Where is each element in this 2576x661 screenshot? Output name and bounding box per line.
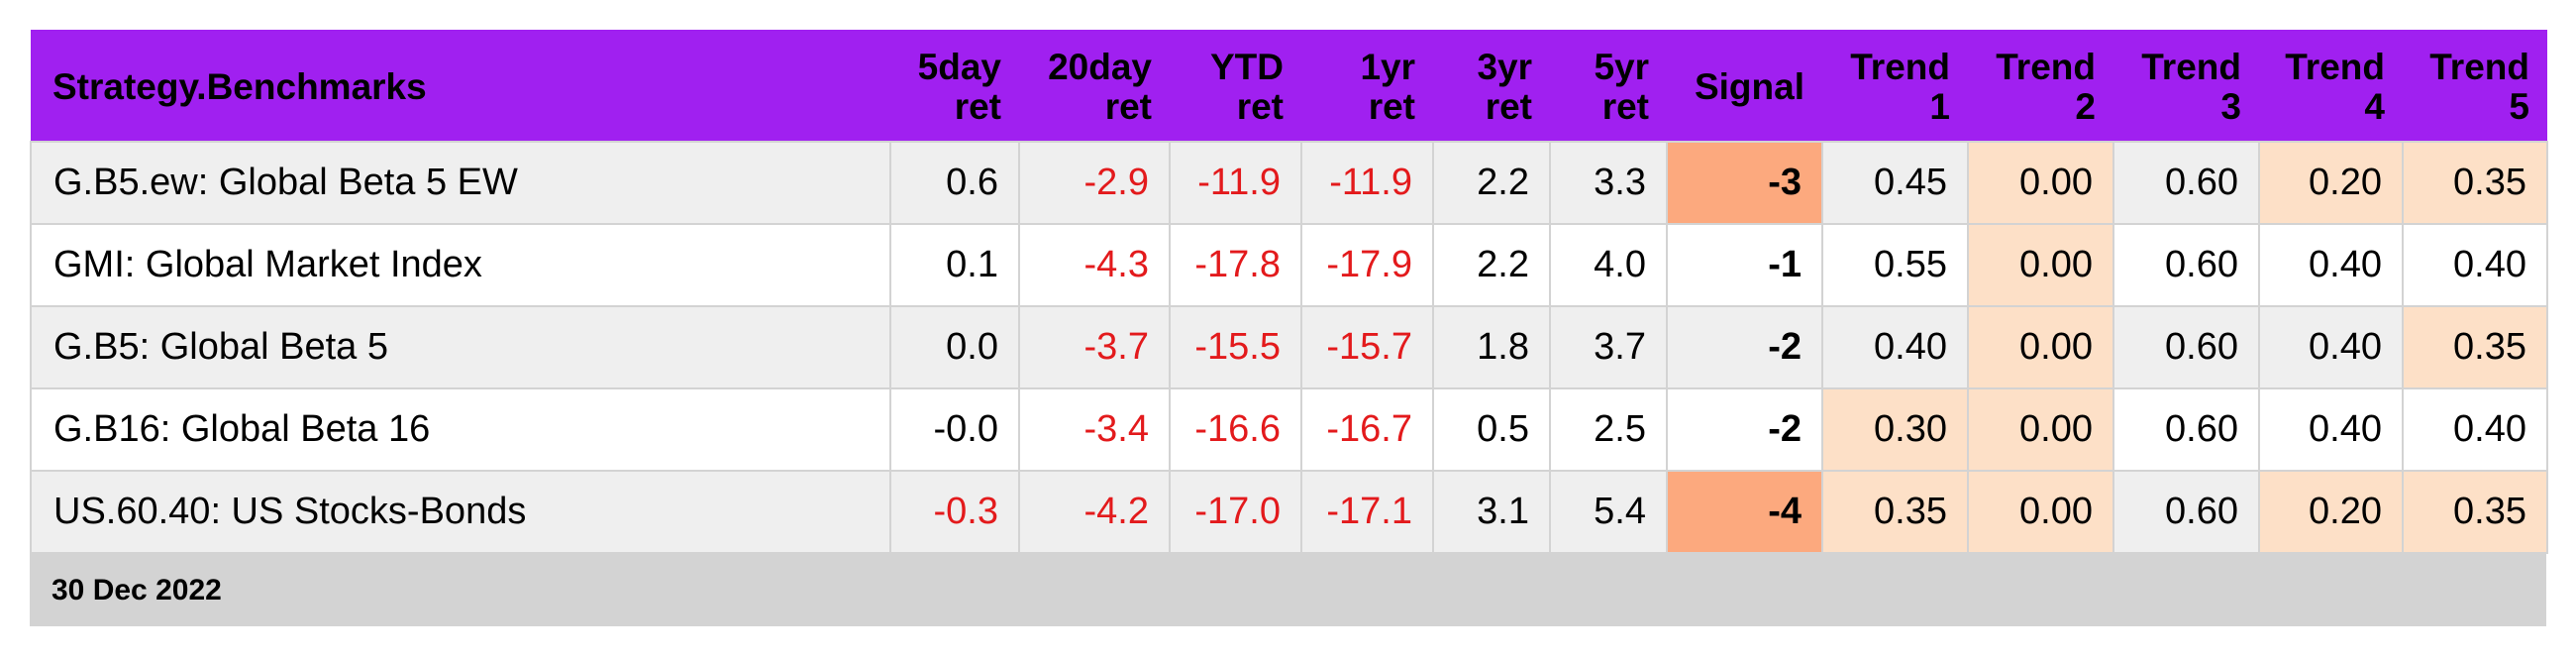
table-row: G.B5: Global Beta 5 0.0 -3.7 -15.5 -15.7…	[30, 305, 2548, 389]
cell-trend-3: 0.60	[2112, 470, 2260, 554]
cell-trend-2: 0.00	[1967, 141, 2114, 225]
benchmarks-table-container: Strategy.Benchmarks 5day ret 20day ret YTD…	[30, 30, 2548, 626]
cell-signal: -1	[1666, 223, 1823, 307]
header-row: Strategy.Benchmarks 5day ret 20day ret YTD…	[31, 30, 2547, 142]
header-5day-ret: 5day ret	[890, 30, 1019, 142]
row-name: G.B5.ew: Global Beta 5 EW	[30, 141, 891, 225]
cell-trend-5: 0.40	[2402, 387, 2548, 472]
cell-5day: -0.0	[889, 387, 1020, 472]
header-trend-2: Trend 2	[1968, 30, 2113, 142]
cell-20day: -2.9	[1018, 141, 1171, 225]
row-name: GMI: Global Market Index	[30, 223, 891, 307]
table-row: G.B16: Global Beta 16 -0.0 -3.4 -16.6 -1…	[30, 387, 2548, 472]
row-name: G.B16: Global Beta 16	[30, 387, 891, 472]
header-trend-4: Trend 4	[2259, 30, 2403, 142]
cell-trend-5: 0.40	[2402, 223, 2548, 307]
cell-1yr: -17.1	[1300, 470, 1434, 554]
cell-trend-3: 0.60	[2112, 141, 2260, 225]
header-1yr-ret: 1yr ret	[1301, 30, 1433, 142]
cell-trend-1: 0.45	[1821, 141, 1969, 225]
cell-20day: -4.2	[1018, 470, 1171, 554]
cell-ytd: -15.5	[1169, 305, 1302, 389]
cell-trend-1: 0.40	[1821, 305, 1969, 389]
header-ytd-ret: YTD ret	[1170, 30, 1301, 142]
cell-ytd: -16.6	[1169, 387, 1302, 472]
cell-signal: -4	[1666, 470, 1823, 554]
cell-3yr: 2.2	[1432, 223, 1551, 307]
cell-trend-1: 0.55	[1821, 223, 1969, 307]
cell-20day: -3.7	[1018, 305, 1171, 389]
cell-5yr: 3.3	[1549, 141, 1668, 225]
header-20day-ret: 20day ret	[1019, 30, 1170, 142]
cell-5day: 0.0	[889, 305, 1020, 389]
cell-trend-1: 0.35	[1821, 470, 1969, 554]
cell-trend-4: 0.40	[2258, 387, 2404, 472]
cell-20day: -3.4	[1018, 387, 1171, 472]
cell-trend-5: 0.35	[2402, 305, 2548, 389]
cell-signal: -2	[1666, 305, 1823, 389]
header-3yr-ret: 3yr ret	[1433, 30, 1550, 142]
cell-1yr: -17.9	[1300, 223, 1434, 307]
cell-1yr: -16.7	[1300, 387, 1434, 472]
cell-trend-1: 0.30	[1821, 387, 1969, 472]
cell-3yr: 3.1	[1432, 470, 1551, 554]
cell-trend-3: 0.60	[2112, 223, 2260, 307]
cell-trend-5: 0.35	[2402, 141, 2548, 225]
cell-20day: -4.3	[1018, 223, 1171, 307]
table-row: GMI: Global Market Index 0.1 -4.3 -17.8 …	[30, 223, 2548, 307]
cell-3yr: 0.5	[1432, 387, 1551, 472]
table-row: G.B5.ew: Global Beta 5 EW 0.6 -2.9 -11.9…	[30, 141, 2548, 225]
cell-ytd: -11.9	[1169, 141, 1302, 225]
cell-1yr: -15.7	[1300, 305, 1434, 389]
cell-trend-2: 0.00	[1967, 470, 2114, 554]
cell-3yr: 1.8	[1432, 305, 1551, 389]
cell-trend-2: 0.00	[1967, 305, 2114, 389]
cell-5day: 0.1	[889, 223, 1020, 307]
row-name: US.60.40: US Stocks-Bonds	[30, 470, 891, 554]
cell-5yr: 3.7	[1549, 305, 1668, 389]
cell-trend-5: 0.35	[2402, 470, 2548, 554]
table-footer-date: 30 Dec 2022	[30, 554, 2546, 626]
benchmarks-table: Strategy.Benchmarks 5day ret 20day ret YTD…	[30, 30, 2548, 554]
table-row: US.60.40: US Stocks-Bonds -0.3 -4.2 -17.…	[30, 470, 2548, 554]
header-trend-5: Trend 5	[2403, 30, 2547, 142]
cell-trend-4: 0.20	[2258, 470, 2404, 554]
cell-1yr: -11.9	[1300, 141, 1434, 225]
cell-ytd: -17.8	[1169, 223, 1302, 307]
cell-5yr: 4.0	[1549, 223, 1668, 307]
header-strategy: Strategy.Benchmarks	[31, 30, 890, 142]
cell-5yr: 2.5	[1549, 387, 1668, 472]
cell-3yr: 2.2	[1432, 141, 1551, 225]
cell-trend-2: 0.00	[1967, 387, 2114, 472]
cell-ytd: -17.0	[1169, 470, 1302, 554]
cell-trend-4: 0.40	[2258, 223, 2404, 307]
header-trend-1: Trend 1	[1822, 30, 1968, 142]
cell-5yr: 5.4	[1549, 470, 1668, 554]
cell-signal: -2	[1666, 387, 1823, 472]
header-trend-3: Trend 3	[2113, 30, 2259, 142]
cell-5day: -0.3	[889, 470, 1020, 554]
cell-trend-3: 0.60	[2112, 305, 2260, 389]
cell-trend-2: 0.00	[1967, 223, 2114, 307]
cell-trend-4: 0.20	[2258, 141, 2404, 225]
header-5yr-ret: 5yr ret	[1550, 30, 1667, 142]
cell-trend-3: 0.60	[2112, 387, 2260, 472]
header-signal: Signal	[1667, 30, 1822, 142]
cell-signal: -3	[1666, 141, 1823, 225]
cell-trend-4: 0.40	[2258, 305, 2404, 389]
cell-5day: 0.6	[889, 141, 1020, 225]
row-name: G.B5: Global Beta 5	[30, 305, 891, 389]
